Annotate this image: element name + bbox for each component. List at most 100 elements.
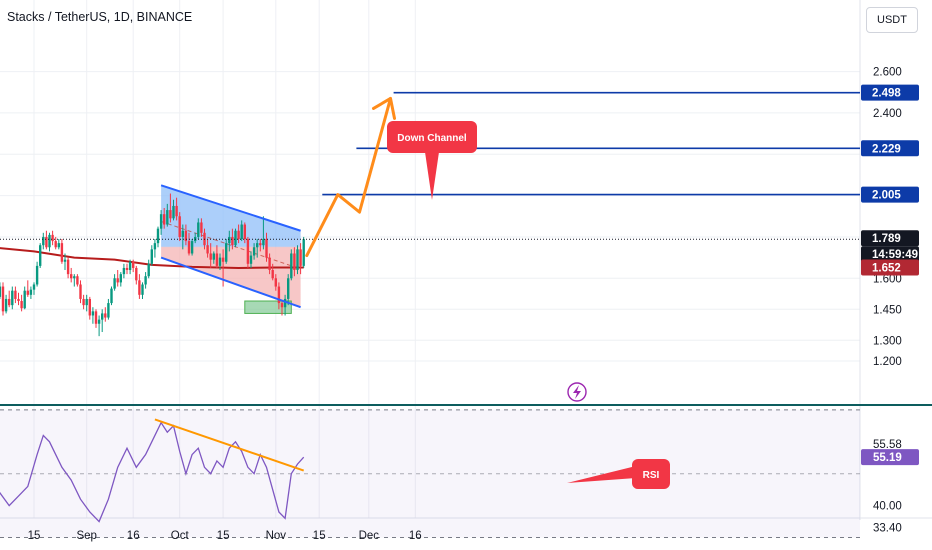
- candle: [299, 243, 302, 275]
- candle: [256, 239, 259, 258]
- price-tag-label: 2.498: [872, 88, 901, 100]
- time-tick-label: 15: [313, 530, 326, 542]
- currency-selector[interactable]: USDT: [866, 7, 918, 33]
- candle: [265, 232, 268, 262]
- candle-body: [252, 247, 256, 256]
- candle-body: [104, 313, 107, 318]
- down-channel-fill: [161, 185, 301, 308]
- candle: [163, 208, 166, 229]
- candle: [104, 307, 107, 322]
- candle-body: [66, 259, 70, 275]
- candle: [290, 249, 293, 281]
- candle-body: [88, 298, 91, 316]
- candle: [32, 282, 36, 295]
- candle: [20, 294, 23, 312]
- annotation-front-layer: [0, 91, 860, 309]
- candle-body: [8, 298, 11, 306]
- candle-body: [110, 288, 113, 304]
- candle-body: [262, 239, 265, 246]
- price-tag-box: [861, 186, 919, 203]
- candle: [159, 210, 163, 235]
- price-tick-label: 2.600: [873, 67, 902, 79]
- candle: [150, 245, 153, 266]
- candle-body: [125, 267, 129, 271]
- candle: [234, 228, 237, 248]
- candle: [128, 259, 132, 275]
- price-tag-countdown: 14:59:49: [861, 246, 919, 263]
- candle: [293, 247, 296, 277]
- candle: [206, 239, 209, 258]
- candle: [153, 239, 157, 258]
- lightning-bolt-icon[interactable]: [567, 382, 587, 402]
- time-tick-label: 16: [127, 530, 140, 542]
- candle: [144, 272, 147, 289]
- candle: [85, 294, 88, 312]
- candle-body: [246, 239, 250, 264]
- price-tick-label: 2.400: [873, 108, 902, 120]
- candle: [79, 280, 82, 304]
- candle: [172, 199, 175, 221]
- candle-body: [63, 259, 67, 262]
- candle: [91, 307, 95, 324]
- candle: [94, 309, 98, 328]
- rsi-callout[interactable]: RSI: [567, 459, 670, 489]
- candle: [29, 286, 33, 299]
- candle-body: [225, 243, 228, 262]
- candle: [190, 239, 194, 256]
- candle-body: [156, 228, 160, 244]
- price-tag-target: 2.005: [861, 186, 919, 203]
- down-channel-upper-line: [160, 184, 301, 232]
- candle: [166, 203, 169, 227]
- candle-body: [293, 253, 296, 271]
- candle-body: [39, 245, 42, 266]
- candle-body: [240, 224, 243, 240]
- candle: [200, 218, 203, 237]
- price-tag-box: [861, 259, 919, 276]
- candle: [51, 230, 54, 246]
- candle-body: [48, 234, 51, 248]
- candle: [122, 263, 126, 279]
- down-channel-callout-label: Down Channel: [397, 133, 467, 144]
- candle-body: [23, 290, 26, 309]
- down-channel-callout[interactable]: Down Channel: [387, 121, 477, 200]
- candle: [277, 282, 281, 310]
- candle-body: [51, 234, 54, 242]
- candle-body: [271, 270, 274, 279]
- candle-body: [138, 280, 141, 295]
- candle-body: [218, 257, 222, 266]
- rsi-tick-label: 55.58: [873, 439, 902, 451]
- candle: [135, 265, 138, 285]
- candle-body: [256, 243, 259, 248]
- candle-body: [190, 241, 194, 254]
- candle: [76, 274, 79, 287]
- candle-body: [169, 210, 172, 219]
- candle-body: [221, 257, 225, 262]
- candle: [184, 224, 188, 246]
- price-tag-label: 14:59:49: [872, 249, 918, 261]
- candle: [35, 261, 39, 287]
- candle-body: [283, 298, 287, 308]
- candle: [243, 222, 246, 244]
- candle: [181, 224, 184, 250]
- candle: [271, 263, 274, 281]
- candle-body: [73, 276, 76, 279]
- candle: [39, 243, 42, 268]
- candle-body: [82, 298, 85, 306]
- price-tag-target: 2.229: [861, 140, 919, 157]
- candle-body: [259, 243, 262, 246]
- candle: [268, 253, 271, 275]
- candle-body: [249, 255, 253, 264]
- candle: [82, 294, 85, 310]
- candle-body: [76, 276, 79, 285]
- candle: [252, 243, 256, 260]
- price-tag-moving-average: 1.652: [861, 259, 919, 276]
- price-tick-label: 1.300: [873, 335, 902, 347]
- candle-body: [85, 298, 88, 306]
- candle: [110, 286, 113, 306]
- candle: [107, 298, 110, 320]
- candle: [73, 274, 76, 287]
- candle-body: [97, 319, 101, 324]
- candle-body: [107, 303, 110, 318]
